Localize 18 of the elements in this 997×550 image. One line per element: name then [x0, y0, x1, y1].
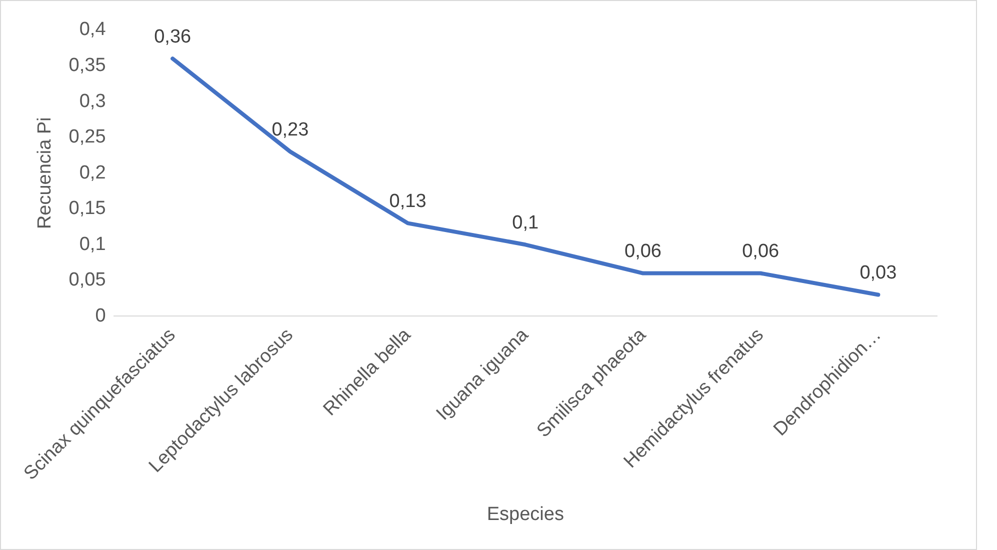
- y-tick-label: 0,15: [68, 198, 106, 220]
- y-axis-title: Recuencia Pi: [34, 117, 56, 230]
- y-tick-label: 0,25: [68, 126, 106, 148]
- data-label: 0,1: [512, 212, 539, 234]
- data-label: 0,06: [742, 240, 780, 262]
- y-tick-label: 0,4: [79, 19, 106, 40]
- y-tick-label: 0,35: [68, 55, 106, 76]
- y-tick-label: 0,3: [79, 90, 106, 112]
- data-label: 0,03: [860, 262, 897, 284]
- y-tick-label: 0,1: [79, 234, 106, 255]
- data-label: 0,13: [389, 190, 426, 212]
- data-label: 0,36: [154, 26, 192, 48]
- y-tick-label: 0,05: [68, 270, 106, 291]
- x-axis-title: Especies: [486, 504, 564, 525]
- data-label: 0,23: [272, 119, 309, 140]
- y-tick-label: 0: [95, 305, 106, 326]
- y-tick-label: 0,2: [79, 162, 106, 184]
- data-label: 0,06: [624, 240, 662, 262]
